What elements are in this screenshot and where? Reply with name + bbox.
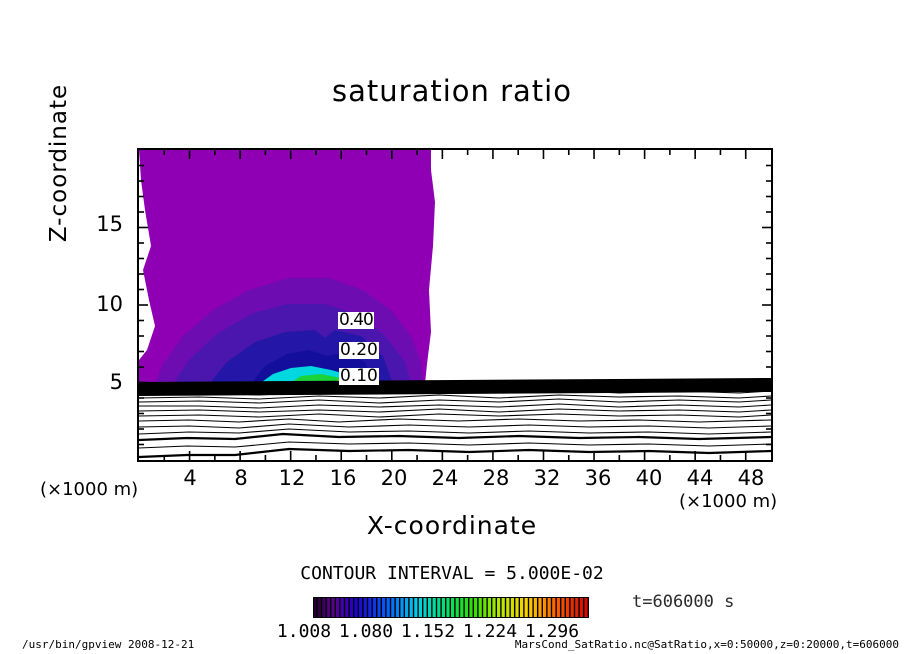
contour-interval-caption: CONTOUR INTERVAL = 5.000E-02 (300, 563, 604, 584)
x-tick-44: 44 (686, 466, 714, 490)
y-axis-unit: (×1000 m) (40, 479, 139, 500)
x-tick-8: 8 (234, 466, 248, 490)
footer-right-stamp: MarsCond_SatRatio.nc@SatRatio,x=0:50000,… (514, 638, 899, 651)
x-tick-32: 32 (533, 466, 561, 490)
y-axis-title: Z-coordinate (46, 83, 72, 243)
plot-area (137, 148, 773, 462)
contour-label-020: 0.20 (339, 340, 379, 360)
contour-plot (139, 150, 771, 459)
colorbar-tick-5: 1.296 (524, 621, 580, 642)
x-tick-12: 12 (278, 466, 306, 490)
x-tick-48: 48 (737, 466, 765, 490)
contour-lines-bold (139, 432, 771, 459)
y-tick-15: 15 (96, 212, 123, 236)
surface-band (139, 378, 771, 396)
colorbar-tick-3: 1.152 (400, 621, 456, 642)
x-axis-unit: (×1000 m) (679, 491, 778, 512)
time-label: t=606000 s (632, 592, 735, 612)
x-tick-24: 24 (431, 466, 459, 490)
y-tick-10: 10 (96, 292, 123, 316)
colorbar-tick-4: 1.224 (462, 621, 518, 642)
x-axis-title: X-coordinate (366, 511, 538, 540)
contour-lines (139, 389, 771, 435)
y-tick-5: 5 (109, 370, 123, 394)
x-tick-4: 4 (183, 466, 197, 490)
plot-clip (139, 150, 771, 460)
contour-label-010: 0.10 (339, 366, 379, 386)
x-tick-16: 16 (329, 466, 357, 490)
colorbar-gradient (312, 596, 590, 619)
footer-left-stamp: /usr/bin/gpview 2008-12-21 (22, 638, 195, 651)
x-tick-20: 20 (380, 466, 408, 490)
colorbar (312, 596, 590, 619)
colorbar-tick-2: 1.080 (338, 621, 394, 642)
x-tick-40: 40 (635, 466, 663, 490)
colorbar-tick-1: 1.008 (276, 621, 332, 642)
contour-label-upper: 0.40 (338, 310, 374, 330)
page-title: saturation ratio (332, 74, 572, 108)
x-tick-28: 28 (482, 466, 510, 490)
x-tick-36: 36 (584, 466, 612, 490)
contour-lines-lower (139, 441, 771, 449)
